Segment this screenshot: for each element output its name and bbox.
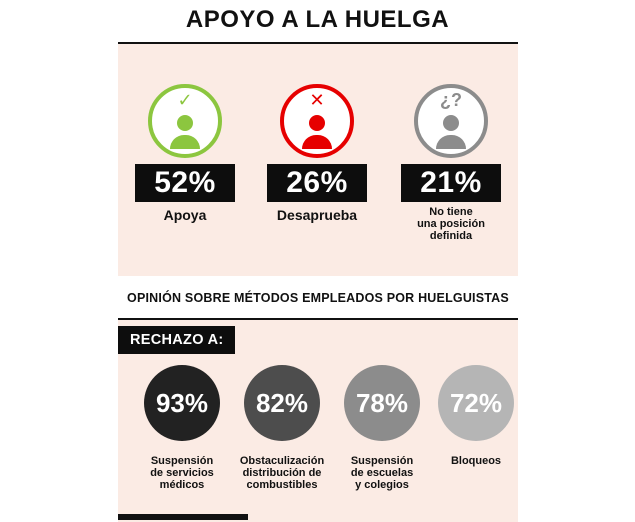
label-line: una posición xyxy=(417,218,485,230)
support-value: 26% xyxy=(267,164,367,202)
question-icon: ¿? xyxy=(440,90,462,110)
label-line: Bloqueos xyxy=(450,455,502,467)
person-body xyxy=(170,135,200,149)
support-value: 52% xyxy=(135,164,235,202)
methods-subtitle: OPINIÓN SOBRE MÉTODOS EMPLEADOS POR HUEL… xyxy=(127,291,509,305)
method-label: Suspensión de servicios médicos xyxy=(134,455,230,491)
rechazo-tag: RECHAZO A: xyxy=(118,326,236,354)
method-value-disc: 93% xyxy=(144,365,220,441)
label-line: No tiene xyxy=(429,206,473,218)
check-person-icon: ✓ xyxy=(148,84,222,158)
method-value-disc: 82% xyxy=(244,365,320,441)
support-panel: ✓ 52% Apoya ✕ 26% Desaprueba ¿? 21% No t… xyxy=(118,42,518,276)
method-item: 82% Obstaculización distribución de comb… xyxy=(234,365,330,491)
method-label: Bloqueos xyxy=(428,455,524,467)
label-line: Obstaculización xyxy=(239,455,325,467)
methods-panel: RECHAZO A: 93% Suspensión de servicios m… xyxy=(118,318,518,522)
label-line: distribución de xyxy=(242,467,322,479)
page-title: APOYO A LA HUELGA xyxy=(185,6,450,33)
bottom-rule xyxy=(118,514,248,520)
label-line: y colegios xyxy=(355,479,409,491)
cross-person-icon: ✕ xyxy=(280,84,354,158)
method-value-disc: 78% xyxy=(344,365,420,441)
question-person-icon: ¿? xyxy=(414,84,488,158)
person-body xyxy=(436,135,466,149)
support-label: No tiene una posición definida xyxy=(396,206,506,242)
label-line: definida xyxy=(429,230,473,242)
check-icon: ✓ xyxy=(177,90,193,110)
label-line: Suspensión xyxy=(150,455,214,467)
method-label: Suspensión de escuelas y colegios xyxy=(334,455,430,491)
label-line: de servicios xyxy=(150,467,214,479)
support-item-desaprueba: ✕ 26% Desaprueba xyxy=(262,84,372,223)
person-head xyxy=(443,115,459,131)
label-line: de escuelas xyxy=(350,467,414,479)
support-value: 21% xyxy=(401,164,501,202)
method-item: 72% Bloqueos xyxy=(428,365,524,467)
person-head xyxy=(309,115,325,131)
label-line: Suspensión xyxy=(350,455,414,467)
label-line: combustibles xyxy=(246,479,318,491)
method-label: Obstaculización distribución de combusti… xyxy=(234,455,330,491)
person-body xyxy=(302,135,332,149)
method-item: 78% Suspensión de escuelas y colegios xyxy=(334,365,430,491)
support-label: Apoya xyxy=(163,207,207,223)
method-item: 93% Suspensión de servicios médicos xyxy=(134,365,230,491)
method-value-disc: 72% xyxy=(438,365,514,441)
support-item-apoya: ✓ 52% Apoya xyxy=(130,84,240,223)
label-line: médicos xyxy=(159,479,205,491)
support-item-no-definida: ¿? 21% No tiene una posición definida xyxy=(396,84,506,242)
support-label: Desaprueba xyxy=(276,207,358,223)
person-head xyxy=(177,115,193,131)
cross-icon: ✕ xyxy=(309,90,325,110)
